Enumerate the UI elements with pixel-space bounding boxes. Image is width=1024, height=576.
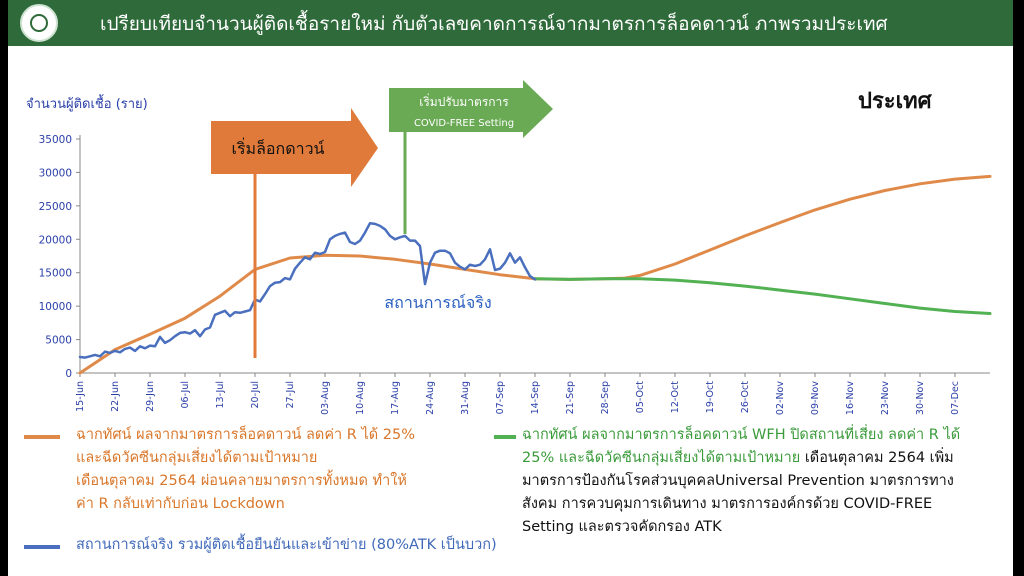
legend-orange-line-3: เดือนตุลาคม 2564 ผ่อนคลายมาตรการทั้งหมด … [76,473,407,489]
actual-situation-label: สถานการณ์จริง [384,293,491,312]
x-tick-label-18: 19-Oct [705,381,716,413]
x-tick-label-11: 31-Aug [460,381,471,415]
series-line-green [533,277,992,315]
legend-blue: สถานการณ์จริง รวมผู้ติดเชื้อยืนยันและเข้… [24,534,524,557]
y-tick-label-1: 5000 [45,335,72,347]
legend-green: ฉากทัศน์ ผลจากมาตรการล็อคดาวน์ WFH ปิดสถ… [494,424,1009,539]
legend-orange-line-4: ค่า R กลับเท่ากับก่อน Lockdown [76,496,285,512]
legend-green-line-5: Setting และตรวจคัดกรอง ATK [522,519,722,535]
series-line-orange [78,174,992,375]
legend-green-rest-1: เดือนตุลาคม 2564 เพิ่ม [800,450,954,466]
legend-green-highlight-1: ฉากทัศน์ ผลจากมาตรการล็อคดาวน์ WFH ปิดสถ… [522,427,961,443]
covid-free-arrow-sublabel: COVID-FREE Setting [414,118,514,129]
legend-swatch-orange [24,435,60,439]
x-tick-label-19: 26-Oct [740,381,751,413]
legend-orange-line-1: ฉากทัศน์ ผลจากมาตรการล็อคดาวน์ ลดค่า R ไ… [76,427,415,443]
y-tick-label-2: 10000 [39,301,72,313]
x-tick-label-0: 15-Jun [75,381,86,412]
lockdown-arrow-label: เริ่มล็อกดาวน์ [231,137,324,158]
x-tick-label-14: 21-Sep [565,381,576,414]
chart-title: ประเทศ [858,88,933,114]
legend-swatch-green [494,435,516,439]
legend-blue-label: สถานการณ์จริง รวมผู้ติดเชื้อยืนยันและเข้… [76,537,497,553]
x-tick-label-13: 14-Sep [530,381,541,414]
x-tick-label-4: 13-Jul [215,381,226,409]
legend-green-line-4: สังคม การควบคุมการเดินทาง มาตรการองค์กรด… [522,496,933,512]
x-tick-label-9: 17-Aug [390,381,401,415]
x-tick-label-20: 02-Nov [775,381,786,415]
x-tick-label-15: 28-Sep [600,381,611,414]
page-title: เปรียบเทียบจำนวนผู้ติดเชื้อรายใหม่ กับตั… [100,13,888,35]
y-tick-label-6: 30000 [39,167,72,179]
legend-orange-line-2: และฉีดวัคซีนกลุ่มเสี่ยงได้ตามเป้าหมาย [76,450,318,466]
y-tick-label-4: 20000 [39,234,72,246]
x-tick-label-25: 07-Dec [950,381,961,415]
legend-orange: ฉากทัศน์ ผลจากมาตรการล็อคดาวน์ ลดค่า R ไ… [24,424,494,516]
y-tick-label-3: 15000 [39,268,72,280]
x-tick-label-5: 20-Jul [250,381,261,409]
x-tick-label-22: 16-Nov [845,381,856,415]
ministry-logo-icon [20,4,58,42]
x-tick-label-10: 24-Aug [425,381,436,415]
y-tick-label-5: 25000 [39,201,72,213]
series-line-blue [78,221,537,359]
chart: ประเทศ จำนวนผู้ติดเชื้อ (ราย) 0 5000 10000 15… [26,80,992,415]
x-tick-label-1: 22-Jun [110,381,121,412]
x-tick-label-23: 23-Nov [880,381,891,415]
legend-swatch-blue [24,545,60,549]
y-axis-label: จำนวนผู้ติดเชื้อ (ราย) [26,94,148,112]
x-tick-label-16: 05-Oct [635,381,646,413]
covid-free-arrow-label: เริ่มปรับมาตรการ [419,93,509,109]
legend-green-highlight-2: 25% และฉีดวัคซีนกลุ่มเสี่ยงได้ตามเป้าหมา… [522,450,801,466]
x-tick-label-8: 10-Aug [355,381,366,415]
x-tick-label-3: 06-Jul [180,381,191,409]
slide: เปรียบเทียบจำนวนผู้ติดเชื้อรายใหม่ กับตั… [8,0,1013,576]
x-tick-label-24: 30-Nov [915,381,926,415]
lockdown-arrow [211,108,378,187]
x-tick-label-7: 03-Aug [320,381,331,415]
y-tick-label-7: 35000 [39,134,72,146]
y-tick-label-0: 0 [65,368,72,380]
x-tick-label-2: 29-Jun [145,381,156,412]
legend-green-line-3: มาตรการป้องกันโรคส่วนบุคคลUniversal Prev… [522,473,954,489]
x-tick-label-6: 27-Jul [285,381,296,409]
covid-free-arrow [389,80,553,138]
title-bar: เปรียบเทียบจำนวนผู้ติดเชื้อรายใหม่ กับตั… [8,0,1013,46]
x-tick-label-17: 12-Oct [670,381,681,413]
x-tick-label-21: 09-Nov [810,381,821,415]
x-tick-label-12: 07-Sep [495,381,506,414]
